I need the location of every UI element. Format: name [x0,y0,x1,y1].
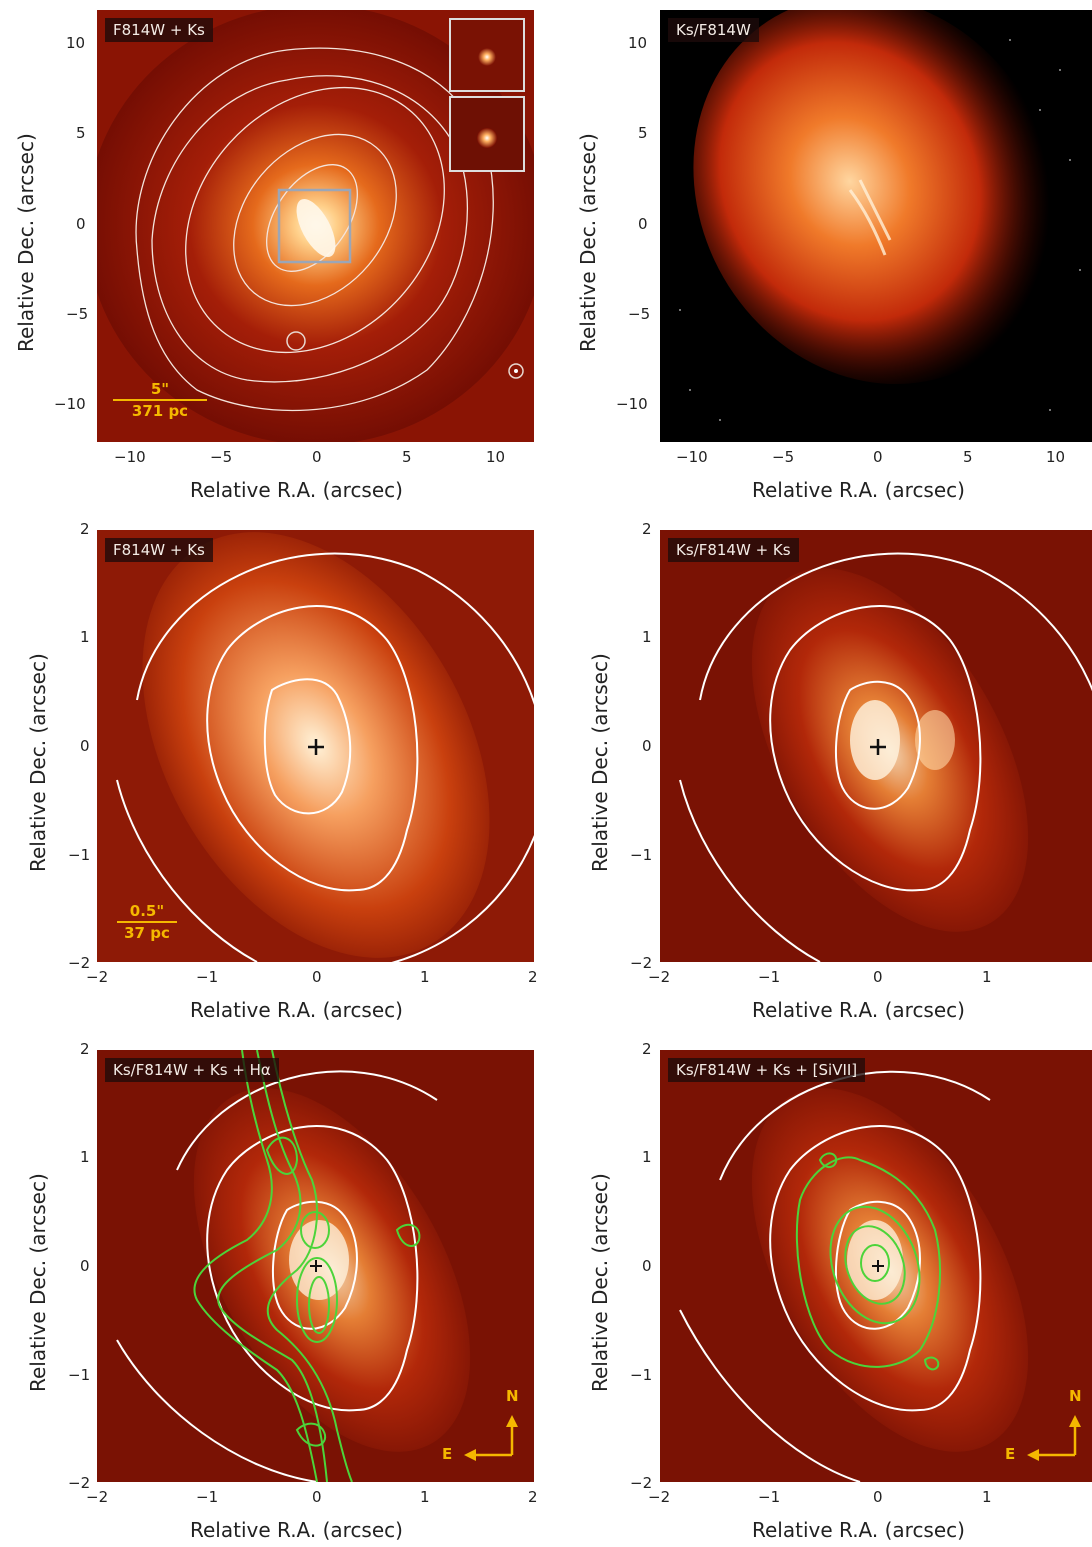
x-tick: −5 [210,448,232,466]
y-tick: 1 [642,628,652,646]
y-tick: 10 [66,34,85,52]
y-tick: 0 [642,737,652,755]
east-label: E [442,1445,452,1463]
x-tick: 10 [1046,448,1065,466]
galaxy-zoom-image [97,530,534,962]
image-frame: Ks/F814W + Ks + [SiVII] N E [660,1050,1092,1482]
scale-bar: 0.5" 37 pc [117,902,177,942]
x-axis-title: Relative R.A. (arcsec) [752,998,965,1022]
ratio-map-image [660,10,1092,442]
panel-label: Ks/F814W + Ks + Hα [105,1058,279,1082]
x-tick: 1 [982,1488,992,1506]
y-axis-title: Relative Dec. (arcsec) [576,133,600,352]
x-tick: 10 [486,448,505,466]
y-tick: −2 [630,1474,652,1492]
panel-label: Ks/F814W + Ks + [SiVII] [668,1058,865,1082]
y-tick: 0 [76,215,86,233]
y-tick: 2 [642,520,652,538]
y-tick: 1 [80,1148,90,1166]
y-tick: 1 [642,1148,652,1166]
panel-label: Ks/F814W [668,18,759,42]
x-tick: 0 [312,448,322,466]
y-tick: −1 [630,846,652,864]
y-tick: −2 [68,954,90,972]
x-tick: 5 [963,448,973,466]
y-tick: −2 [68,1474,90,1492]
scale-bar-distance: 371 pc [113,402,207,420]
image-frame: F814W + Ks 5" 371 pc [97,10,534,442]
y-tick: −10 [616,395,648,413]
east-label: E [1005,1445,1015,1463]
north-label: N [506,1387,519,1405]
x-tick: −10 [114,448,146,466]
y-tick: −5 [628,305,650,323]
x-tick: 1 [982,968,992,986]
x-tick: −1 [758,968,780,986]
y-tick: 5 [638,124,648,142]
scale-bar-line [117,921,177,923]
x-tick: 0 [873,1488,883,1506]
y-tick: −10 [54,395,86,413]
image-frame: F814W + Ks 0.5" 37 pc [97,530,534,962]
y-tick: 0 [638,215,648,233]
scale-bar-angle: 5" [113,380,207,398]
y-tick: 0 [80,1257,90,1275]
north-east-compass: N E [1005,1385,1085,1465]
image-frame: Ks/F814W + Ks [660,530,1092,962]
y-tick: 1 [80,628,90,646]
y-tick: 5 [76,124,86,142]
x-axis-title: Relative R.A. (arcsec) [190,998,403,1022]
scale-bar-angle: 0.5" [117,902,177,920]
x-tick: 1 [420,1488,430,1506]
x-axis-title: Relative R.A. (arcsec) [752,1518,965,1542]
x-tick: 2 [528,1488,538,1506]
panel-label: F814W + Ks [105,538,213,562]
panel-label: F814W + Ks [105,18,213,42]
x-axis-title: Relative R.A. (arcsec) [190,478,403,502]
y-tick: 0 [80,737,90,755]
x-tick: −5 [772,448,794,466]
y-tick: 2 [80,520,90,538]
x-tick: 1 [420,968,430,986]
scale-bar-line [113,399,207,401]
y-tick: −1 [630,1366,652,1384]
y-axis-title: Relative Dec. (arcsec) [588,653,612,872]
inset-psf-top [449,18,525,92]
x-tick: −10 [676,448,708,466]
x-tick: 0 [873,448,883,466]
x-axis-title: Relative R.A. (arcsec) [190,1518,403,1542]
image-frame: Ks/F814W [660,10,1092,442]
y-axis-title: Relative Dec. (arcsec) [26,1173,50,1392]
panel-label: Ks/F814W + Ks [668,538,799,562]
x-tick: 5 [402,448,412,466]
x-axis-title: Relative R.A. (arcsec) [752,478,965,502]
y-tick: 2 [80,1040,90,1058]
inset-psf-bottom [449,96,525,172]
north-label: N [1069,1387,1082,1405]
y-axis-title: Relative Dec. (arcsec) [14,133,38,352]
y-tick: −2 [630,954,652,972]
x-tick: 0 [873,968,883,986]
y-tick: 2 [642,1040,652,1058]
x-tick: 2 [528,968,538,986]
image-frame: Ks/F814W + Ks + Hα N E [97,1050,534,1482]
y-tick: −5 [66,305,88,323]
x-tick: 0 [312,968,322,986]
x-tick: −1 [196,968,218,986]
x-tick: −1 [758,1488,780,1506]
y-tick: −1 [68,846,90,864]
y-tick: 10 [628,34,647,52]
y-axis-title: Relative Dec. (arcsec) [588,1173,612,1392]
scale-bar-distance: 37 pc [117,924,177,942]
x-tick: 0 [312,1488,322,1506]
y-tick: −1 [68,1366,90,1384]
y-axis-title: Relative Dec. (arcsec) [26,653,50,872]
x-tick: −1 [196,1488,218,1506]
north-east-compass: N E [442,1385,522,1465]
scale-bar: 5" 371 pc [113,380,207,420]
y-tick: 0 [642,1257,652,1275]
ratio-zoom-image [660,530,1092,962]
